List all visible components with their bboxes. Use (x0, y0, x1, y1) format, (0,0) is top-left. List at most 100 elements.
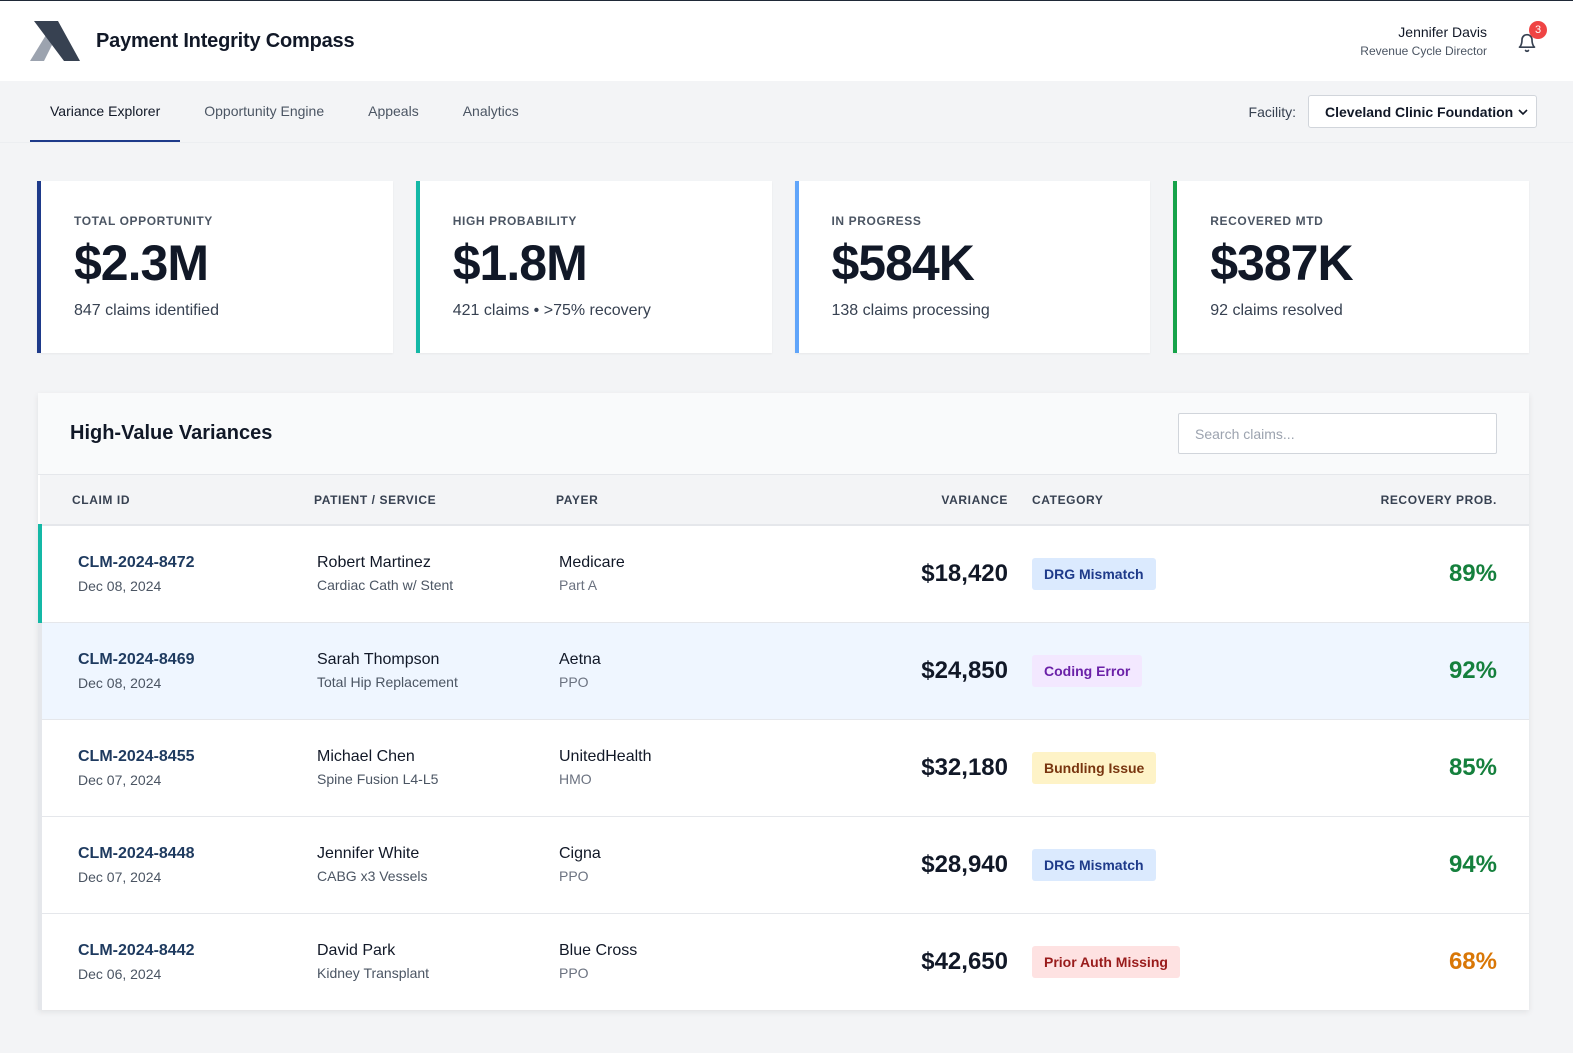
tab-opportunity-engine[interactable]: Opportunity Engine (204, 102, 325, 119)
panel-header: High-Value Variances (38, 393, 1529, 475)
patient-name: Michael Chen (317, 748, 415, 765)
service-name: Total Hip Replacement (317, 674, 458, 690)
payer-plan: PPO (559, 965, 589, 982)
chevron-logo-icon (30, 21, 80, 61)
kpi-cards: TOTAL OPPORTUNITY $2.3M 847 claims identif… (0, 143, 1573, 353)
kpi-card[interactable]: HIGH PROBABILITY $1.8M 421 claims • >75% r… (415, 181, 772, 353)
kpi-subtext: 847 claims identified (74, 302, 219, 319)
patient-cell: Sarah Thompson Total Hip Replacement (314, 622, 556, 719)
recovery-probability: 94% (1448, 850, 1497, 878)
category-cell: Coding Error (1032, 622, 1280, 719)
user-profile[interactable]: Jennifer Davis Revenue Cycle Director (1360, 24, 1487, 58)
table-header: CLAIM ID PATIENT / SERVICE PAYER VARIANC… (40, 475, 1529, 525)
category-cell: Prior Auth Missing (1032, 913, 1280, 1010)
category-badge: DRG Mismatch (1032, 848, 1156, 881)
claim-id-link[interactable]: CLM-2024-8472 (78, 553, 195, 571)
patient-cell: David Park Kidney Transplant (314, 913, 556, 1010)
brand[interactable]: Payment Integrity Compass (30, 21, 355, 61)
facility-value: Cleveland Clinic Foundation (1325, 103, 1514, 120)
claim-date: Dec 06, 2024 (78, 965, 162, 982)
claim-date: Dec 07, 2024 (78, 868, 162, 885)
patient-name: Robert Martinez (317, 554, 431, 572)
patient-name: Jennifer White (317, 845, 420, 862)
col-payer[interactable]: PAYER (556, 492, 599, 507)
notifications-button[interactable]: 3 (1517, 21, 1547, 53)
col-recovery[interactable]: RECOVERY PROB. (1380, 492, 1497, 507)
kpi-label: HIGH PROBABILITY (452, 214, 578, 228)
user-role: Revenue Cycle Director (1360, 44, 1487, 58)
col-claim-id[interactable]: CLAIM ID (72, 492, 131, 507)
patient-name: David Park (317, 942, 396, 960)
table-row[interactable]: CLM-2024-8472 Dec 08, 2024 Robert Martinez… (38, 525, 1529, 622)
app-title: Payment Integrity Compass (96, 29, 355, 52)
table-header-row: CLAIM ID PATIENT / SERVICE PAYER VARIANC… (40, 475, 1529, 525)
claim-date: Dec 08, 2024 (78, 577, 162, 594)
facility-selector: Facility: Cleveland Clinic Foundation (1249, 81, 1537, 142)
category-badge: Bundling Issue (1032, 751, 1157, 784)
patient-cell: Michael Chen Spine Fusion L4-L5 (314, 719, 556, 816)
patient-cell: Robert Martinez Cardiac Cath w/ Stent (314, 525, 556, 622)
kpi-card[interactable]: RECOVERED MTD $387K 92 claims resolved (1173, 181, 1529, 353)
patient-cell: Jennifer White CABG x3 Vessels (314, 816, 556, 913)
table-row[interactable]: CLM-2024-8448 Dec 07, 2024 Jennifer White C… (38, 816, 1529, 913)
recovery-probability: 92% (1448, 656, 1497, 684)
app-header: Payment Integrity Compass Jennifer Davis… (0, 1, 1573, 81)
kpi-value: $2.3M (74, 235, 209, 291)
kpi-label: TOTAL OPPORTUNITY (74, 214, 213, 228)
payer-plan: PPO (559, 868, 589, 884)
category-cell: Bundling Issue (1032, 719, 1280, 816)
bell-icon (1518, 33, 1536, 53)
notification-badge: 3 (1529, 21, 1547, 39)
payer-name: Medicare (559, 554, 625, 572)
col-patient[interactable]: PATIENT / SERVICE (314, 492, 437, 507)
table-row[interactable]: CLM-2024-8455 Dec 07, 2024 Michael Chen Spi… (38, 719, 1529, 816)
recovery-probability: 68% (1448, 947, 1497, 975)
table-row[interactable]: CLM-2024-8442 Dec 06, 2024 David Park Kidne… (38, 913, 1529, 1010)
tab-appeals[interactable]: Appeals (368, 102, 419, 119)
col-category[interactable]: CATEGORY (1032, 492, 1104, 507)
payer-name: Cigna (559, 845, 601, 862)
kpi-value: $1.8M (452, 235, 588, 291)
payer-cell: UnitedHealth HMO (556, 719, 786, 816)
payer-name: UnitedHealth (559, 748, 652, 765)
recovery-probability: 89% (1448, 559, 1497, 587)
variance-amount: $42,650 (921, 947, 1008, 975)
table-row[interactable]: CLM-2024-8469 Dec 08, 2024 Sarah Thompson T… (38, 622, 1529, 719)
col-variance[interactable]: VARIANCE (941, 492, 1008, 507)
claim-cell: CLM-2024-8469 Dec 08, 2024 (38, 622, 314, 719)
user-name: Jennifer Davis (1398, 24, 1487, 40)
kpi-card[interactable]: IN PROGRESS $584K 138 claims processing (794, 181, 1151, 353)
nav-tabs: Variance Explorer Opportunity Engine Appea… (30, 81, 543, 142)
payer-cell: Cigna PPO (556, 816, 786, 913)
variance-amount: $32,180 (921, 753, 1008, 781)
category-badge: DRG Mismatch (1032, 557, 1156, 590)
claim-date: Dec 07, 2024 (78, 771, 162, 788)
claim-cell: CLM-2024-8455 Dec 07, 2024 (38, 719, 314, 816)
variances-table: CLAIM ID PATIENT / SERVICE PAYER VARIANC… (38, 475, 1529, 1010)
payer-plan: PPO (559, 674, 589, 690)
tab-variance-explorer[interactable]: Variance Explorer (30, 81, 181, 142)
category-badge: Coding Error (1032, 654, 1143, 687)
patient-name: Sarah Thompson (317, 651, 440, 668)
category-cell: DRG Mismatch (1032, 816, 1280, 913)
payer-plan: HMO (559, 771, 592, 787)
claim-id-link[interactable]: CLM-2024-8442 (78, 941, 195, 959)
tab-analytics[interactable]: Analytics (462, 102, 519, 119)
kpi-subtext: 421 claims • >75% recovery (452, 302, 651, 319)
panel-title: High-Value Variances (70, 422, 273, 444)
payer-plan: Part A (559, 577, 598, 594)
payer-cell: Aetna PPO (556, 622, 786, 719)
kpi-label: IN PROGRESS (831, 214, 922, 228)
claim-id-link[interactable]: CLM-2024-8469 (78, 650, 195, 668)
claim-id-link[interactable]: CLM-2024-8455 (78, 747, 195, 765)
variance-amount: $18,420 (921, 559, 1008, 587)
kpi-value: $387K (1210, 235, 1353, 291)
claim-date: Dec 08, 2024 (78, 674, 162, 691)
service-name: CABG x3 Vessels (317, 868, 428, 884)
claim-id-link[interactable]: CLM-2024-8448 (78, 844, 195, 862)
kpi-card[interactable]: TOTAL OPPORTUNITY $2.3M 847 claims identif… (37, 181, 393, 353)
facility-select[interactable]: Cleveland Clinic Foundation (1308, 95, 1537, 128)
variance-amount: $28,940 (921, 850, 1008, 878)
service-name: Spine Fusion L4-L5 (317, 771, 439, 787)
search-input[interactable] (1178, 413, 1497, 454)
